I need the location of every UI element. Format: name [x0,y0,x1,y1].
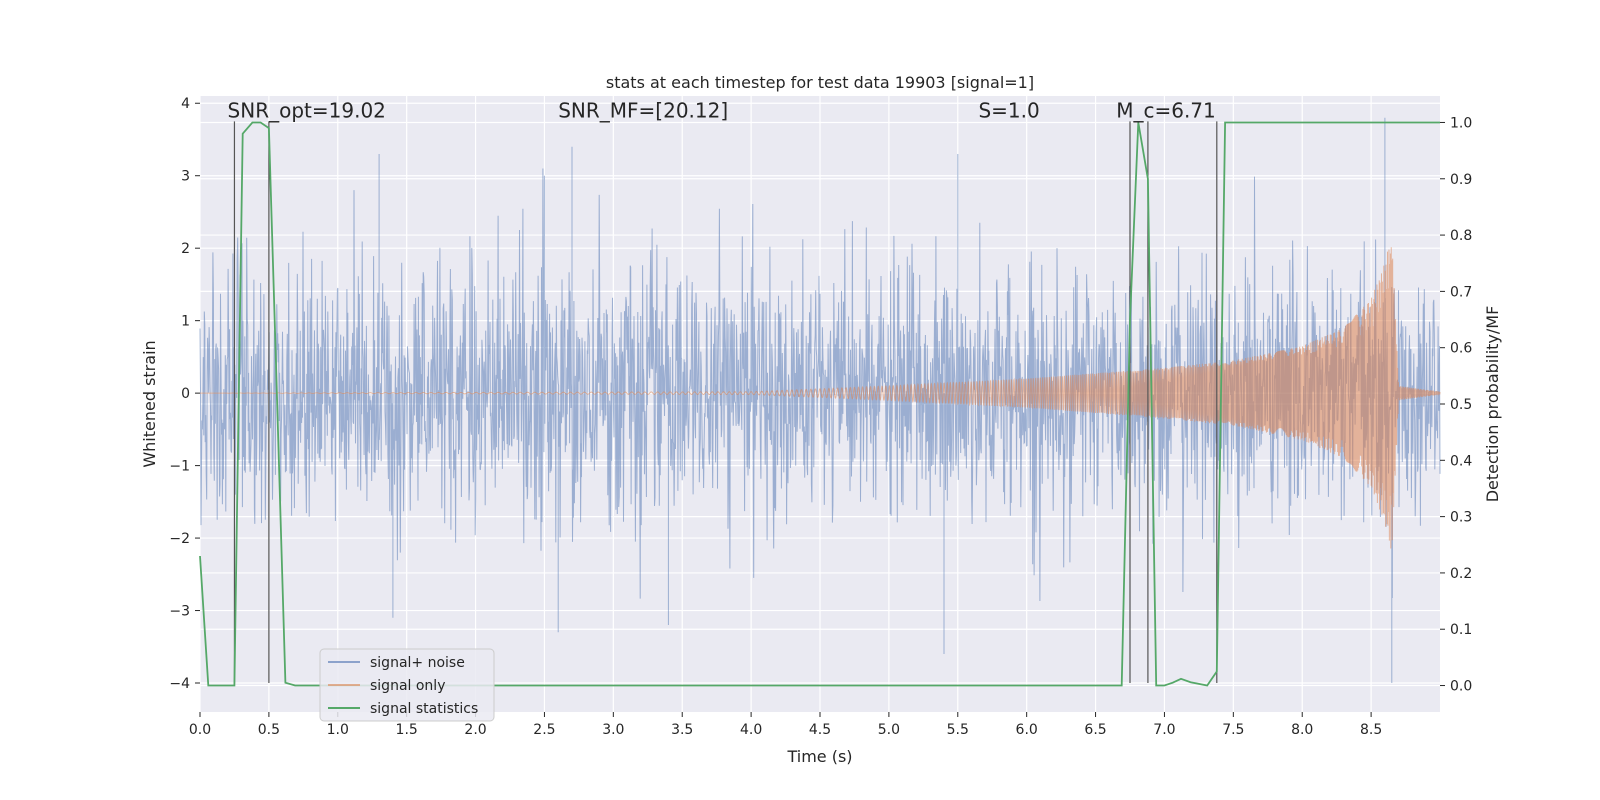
x-tick-label: 6.0 [1016,722,1038,738]
y-tick-label: 0 [181,386,190,402]
y2-tick-label: 0.9 [1450,172,1472,188]
vertical-markers [233,121,1218,684]
signal-only-line [200,247,1441,549]
annotation-2: S=1.0 [978,99,1039,123]
y-tick-label: 4 [181,96,190,112]
y-tick-label: 1 [181,314,190,330]
y2-axis-ticks: 1.0 0.9 0.8 0.7 0.6 0.5 0.4 0.3 0.2 0.1 0.0 [1440,115,1472,695]
x-tick-label: 5.0 [878,722,900,738]
legend-box [319,648,495,722]
series-signal-statistics [199,121,1440,687]
y2-tick-label: 0.2 [1450,566,1472,582]
y2-tick-label: 0.5 [1450,397,1472,413]
y-axis-ticks: 4 3 2 1 0 −1 −2 −3 −4 [169,96,200,692]
x-tick-label: 4.5 [809,722,831,738]
x-tick-label: 4.0 [740,722,762,738]
x-axis-label: Time (s) [786,747,852,766]
y2-tick-label: 0.4 [1450,453,1472,469]
x-tick-label: 0.5 [258,722,280,738]
annotation-3: M_c=6.71 [1116,99,1216,123]
x-tick-label: 1.5 [396,722,418,738]
x-tick-label: 3.5 [671,722,693,738]
x-tick-label: 6.5 [1084,722,1106,738]
y2-tick-label: 0.3 [1450,510,1472,526]
x-tick-label: 2.0 [464,722,486,738]
annotation-1: SNR_MF=[20.12] [558,99,728,123]
y2-tick-label: 0.0 [1450,679,1472,695]
y-tick-label: −2 [169,531,190,547]
y2-tick-label: 1.0 [1450,115,1472,131]
y2-tick-label: 0.1 [1450,622,1472,638]
x-tick-label: 0.0 [189,722,211,738]
legend-label-signal-noise: signal+ noise [370,655,465,671]
chart-title: stats at each timestep for test data 199… [606,73,1034,92]
x-tick-label: 5.5 [947,722,969,738]
y2-tick-label: 0.6 [1450,341,1472,357]
legend: signal+ noise signal only signal statist… [319,648,495,722]
y-tick-label: 3 [181,169,190,185]
x-tick-label: 7.0 [1153,722,1175,738]
y-tick-label: −3 [169,604,190,620]
y2-tick-label: 0.7 [1450,284,1472,300]
signal-noise-line [199,117,1441,683]
y-tick-label: −1 [169,459,190,475]
annotation-0: SNR_opt=19.02 [228,99,386,123]
x-axis-ticks: 0.0 0.5 1.0 1.5 2.0 2.5 3.0 3.5 4.0 4.5 5.0 5.5 6.0 6… [189,712,1382,738]
x-tick-label: 3.0 [602,722,624,738]
x-tick-label: 2.5 [533,722,555,738]
legend-label-signal-statistics: signal statistics [370,701,478,717]
y-tick-label: −4 [169,676,190,692]
y2-axis-label: Detection probability/MF [1483,306,1502,503]
x-tick-label: 1.0 [327,722,349,738]
x-tick-label: 7.5 [1222,722,1244,738]
series-signal-only [200,247,1441,549]
x-tick-label: 8.5 [1360,722,1382,738]
x-tick-label: 8.0 [1291,722,1313,738]
signal-statistics-line [199,121,1440,687]
y-tick-label: 2 [181,241,190,257]
legend-label-signal-only: signal only [370,678,445,694]
y2-tick-label: 0.8 [1450,228,1472,244]
y-axis-label: Whitened strain [140,340,159,467]
annotations: SNR_opt=19.02 SNR_MF=[20.12] S=1.0 M_c=6.71 [228,99,1216,123]
series-signal-noise [199,117,1441,683]
